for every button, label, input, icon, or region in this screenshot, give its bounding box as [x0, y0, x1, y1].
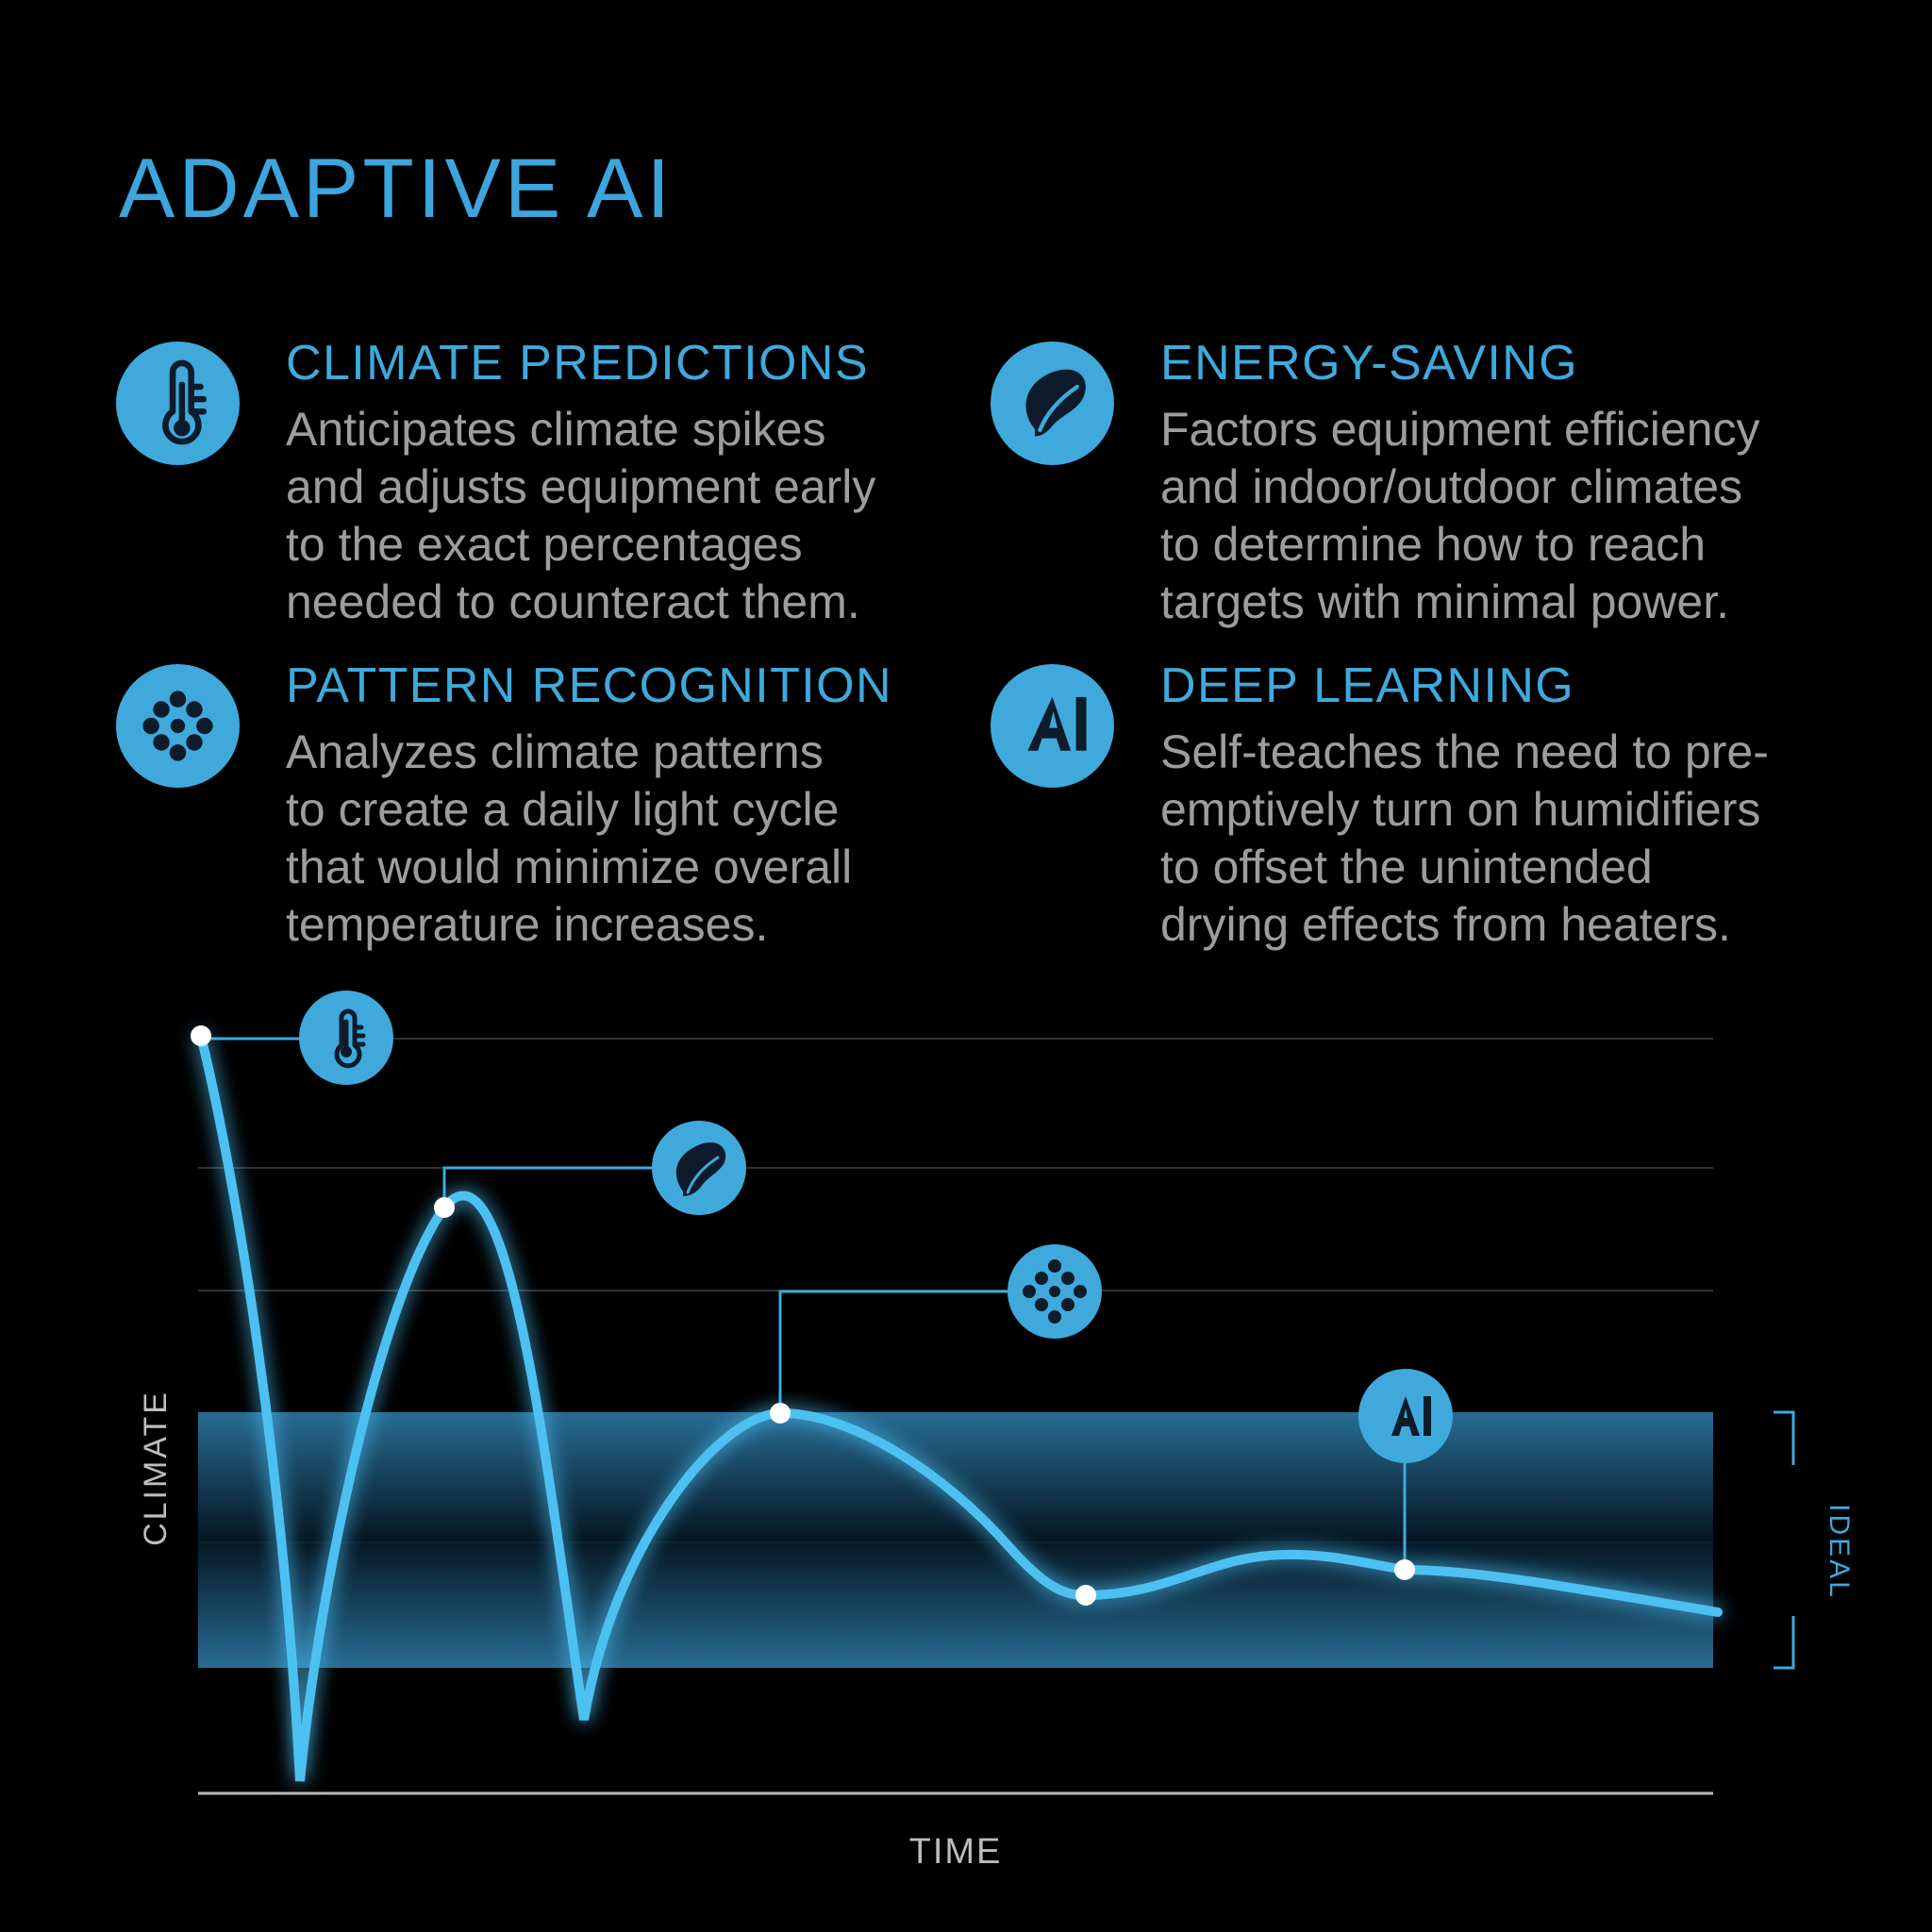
- svg-text:IDEAL: IDEAL: [1824, 1504, 1855, 1600]
- svg-text:CLIMATE: CLIMATE: [138, 1390, 174, 1546]
- svg-text:TIME: TIME: [909, 1832, 1003, 1872]
